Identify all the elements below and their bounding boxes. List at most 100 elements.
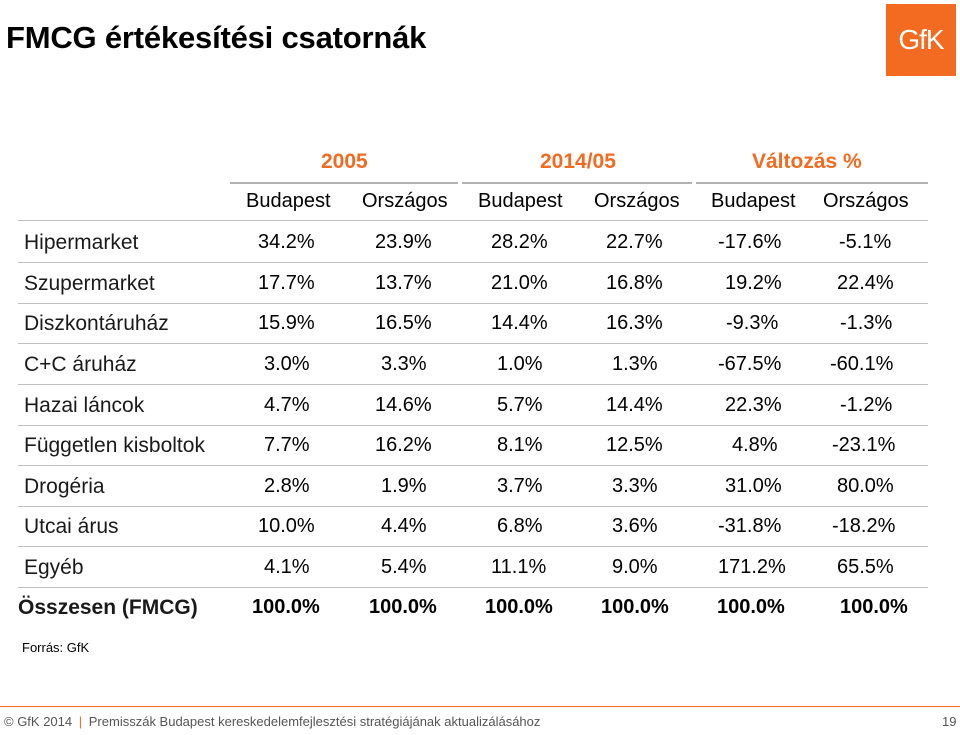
row-divider bbox=[18, 425, 928, 426]
group-underline-change bbox=[696, 182, 928, 184]
cell: 4.8% bbox=[732, 434, 778, 456]
cell: 13.7% bbox=[375, 272, 432, 294]
cell: 1.0% bbox=[497, 353, 543, 375]
cell: 21.0% bbox=[491, 272, 548, 294]
table-row: Egyéb 4.1% 5.4% 11.1% 9.0% 171.2% 65.5% bbox=[0, 556, 960, 596]
row-label: Diszkontáruház bbox=[24, 312, 169, 335]
cell: 11.1% bbox=[491, 556, 547, 578]
cell: 15.9% bbox=[258, 312, 315, 334]
subheader-budapest-change: Budapest bbox=[711, 190, 796, 212]
cell: -31.8% bbox=[718, 515, 782, 537]
cell: 4.4% bbox=[381, 515, 427, 537]
cell: 16.8% bbox=[606, 272, 663, 294]
footer-copyright: © GfK 2014 bbox=[4, 714, 73, 729]
logo-text: GfK bbox=[898, 24, 944, 55]
cell: -5.1% bbox=[839, 231, 892, 253]
cell: 3.3% bbox=[381, 353, 427, 375]
cell: 23.9% bbox=[375, 231, 432, 253]
footer-divider bbox=[0, 706, 960, 707]
table-row: Hazai láncok 4.7% 14.6% 5.7% 14.4% 22.3%… bbox=[0, 394, 960, 434]
table-row: Diszkontáruház 15.9% 16.5% 14.4% 16.3% -… bbox=[0, 312, 960, 352]
cell: 100.0% bbox=[601, 596, 669, 618]
cell: 5.4% bbox=[381, 556, 427, 578]
source-note: Forrás: GfK bbox=[22, 640, 90, 655]
cell: -18.2% bbox=[832, 515, 896, 537]
row-divider bbox=[18, 546, 928, 547]
subheader-budapest-2005: Budapest bbox=[246, 190, 331, 212]
cell: 22.7% bbox=[606, 231, 663, 253]
cell: -9.3% bbox=[726, 312, 779, 334]
cell: -23.1% bbox=[832, 434, 896, 456]
cell: 65.5% bbox=[837, 556, 894, 578]
subheader-budapest-2014: Budapest bbox=[478, 190, 563, 212]
cell: 100.0% bbox=[840, 596, 908, 618]
cell: 2.8% bbox=[264, 475, 310, 497]
table-row: Hipermarket 34.2% 23.9% 28.2% 22.7% -17.… bbox=[0, 231, 960, 271]
cell: 34.2% bbox=[258, 231, 315, 253]
row-label: C+C áruház bbox=[24, 353, 137, 376]
cell: 100.0% bbox=[252, 596, 320, 618]
subheader-orszagos-2005: Országos bbox=[362, 190, 448, 212]
row-divider bbox=[18, 465, 928, 466]
subheader-orszagos-change: Országos bbox=[823, 190, 909, 212]
cell: 3.7% bbox=[497, 475, 543, 497]
cell: 4.1% bbox=[264, 556, 310, 578]
row-divider bbox=[18, 343, 928, 344]
footer-text: Premisszák Budapest kereskedelemfejleszt… bbox=[88, 714, 541, 729]
row-divider bbox=[18, 506, 928, 507]
cell: -67.5% bbox=[718, 353, 782, 375]
footer: © GfK 2014 | Premisszák Budapest kereske… bbox=[4, 714, 540, 729]
cell: 3.0% bbox=[264, 353, 310, 375]
cell: 16.2% bbox=[375, 434, 432, 456]
cell: 100.0% bbox=[369, 596, 437, 618]
footer-separator: | bbox=[78, 714, 83, 729]
cell: 28.2% bbox=[491, 231, 548, 253]
row-label: Drogéria bbox=[24, 475, 105, 498]
page-title: FMCG értékesítési csatornák bbox=[6, 20, 427, 55]
cell: 9.0% bbox=[612, 556, 658, 578]
header-divider bbox=[18, 220, 928, 221]
cell: 10.0% bbox=[258, 515, 315, 537]
cell: 7.7% bbox=[264, 434, 310, 456]
group-header-change: Változás % bbox=[752, 150, 862, 173]
cell: 22.3% bbox=[725, 394, 782, 416]
cell: 12.5% bbox=[606, 434, 663, 456]
cell: 100.0% bbox=[717, 596, 785, 618]
cell: 3.6% bbox=[612, 515, 658, 537]
cell: 22.4% bbox=[837, 272, 894, 294]
gfk-logo: GfK bbox=[886, 4, 956, 76]
row-label: Hipermarket bbox=[24, 231, 139, 254]
cell: 14.4% bbox=[491, 312, 548, 334]
row-label: Összesen (FMCG) bbox=[18, 596, 198, 619]
cell: -17.6% bbox=[718, 231, 782, 253]
row-label: Hazai láncok bbox=[24, 394, 145, 417]
cell: -1.3% bbox=[840, 312, 893, 334]
cell: 6.8% bbox=[497, 515, 543, 537]
page-number: 19 bbox=[942, 714, 957, 729]
table-row: Független kisboltok 7.7% 16.2% 8.1% 12.5… bbox=[0, 434, 960, 474]
cell: -1.2% bbox=[840, 394, 893, 416]
cell: 8.1% bbox=[497, 434, 543, 456]
row-label: Egyéb bbox=[24, 556, 84, 579]
cell: 80.0% bbox=[837, 475, 894, 497]
cell: 14.4% bbox=[606, 394, 663, 416]
group-header-2014: 2014/05 bbox=[540, 150, 616, 173]
cell: 31.0% bbox=[725, 475, 782, 497]
table-row: Utcai árus 10.0% 4.4% 6.8% 3.6% -31.8% -… bbox=[0, 515, 960, 555]
row-label: Szupermarket bbox=[24, 272, 155, 295]
row-label: Utcai árus bbox=[24, 515, 119, 538]
table-row: Drogéria 2.8% 1.9% 3.7% 3.3% 31.0% 80.0% bbox=[0, 475, 960, 515]
cell: 3.3% bbox=[612, 475, 658, 497]
group-underline-2014 bbox=[462, 182, 692, 184]
cell: 100.0% bbox=[485, 596, 553, 618]
cell: 171.2% bbox=[718, 556, 786, 578]
table-row-total: Összesen (FMCG) 100.0% 100.0% 100.0% 100… bbox=[0, 596, 960, 636]
cell: 17.7% bbox=[258, 272, 315, 294]
cell: 4.7% bbox=[264, 394, 310, 416]
table-row: Szupermarket 17.7% 13.7% 21.0% 16.8% 19.… bbox=[0, 272, 960, 312]
cell: 16.3% bbox=[606, 312, 663, 334]
group-header-2005: 2005 bbox=[321, 150, 368, 173]
cell: 1.3% bbox=[612, 353, 658, 375]
row-divider bbox=[18, 262, 928, 263]
row-divider bbox=[18, 587, 928, 588]
